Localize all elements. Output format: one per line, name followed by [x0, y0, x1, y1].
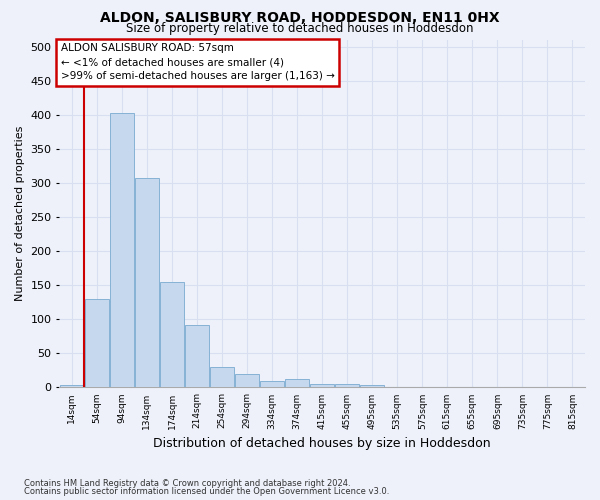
Bar [185, 325, 209, 388]
Text: ALDON SALISBURY ROAD: 57sqm
← <1% of detached houses are smaller (4)
>99% of sem: ALDON SALISBURY ROAD: 57sqm ← <1% of det… [61, 44, 334, 82]
Bar [335, 384, 359, 388]
Bar [210, 367, 234, 388]
Bar [135, 178, 159, 388]
Text: Contains public sector information licensed under the Open Government Licence v3: Contains public sector information licen… [24, 488, 389, 496]
Bar [285, 378, 309, 388]
Bar [260, 380, 284, 388]
Bar [160, 282, 184, 388]
Bar [235, 374, 259, 388]
Bar [110, 113, 134, 388]
Bar [60, 384, 84, 388]
Bar [85, 299, 109, 388]
Bar [436, 386, 459, 388]
Y-axis label: Number of detached properties: Number of detached properties [15, 126, 25, 302]
Text: Size of property relative to detached houses in Hoddesdon: Size of property relative to detached ho… [126, 22, 474, 35]
Bar [361, 386, 384, 388]
Text: ALDON, SALISBURY ROAD, HODDESDON, EN11 0HX: ALDON, SALISBURY ROAD, HODDESDON, EN11 0… [100, 11, 500, 25]
Bar [310, 384, 334, 388]
X-axis label: Distribution of detached houses by size in Hoddesdon: Distribution of detached houses by size … [154, 437, 491, 450]
Text: Contains HM Land Registry data © Crown copyright and database right 2024.: Contains HM Land Registry data © Crown c… [24, 478, 350, 488]
